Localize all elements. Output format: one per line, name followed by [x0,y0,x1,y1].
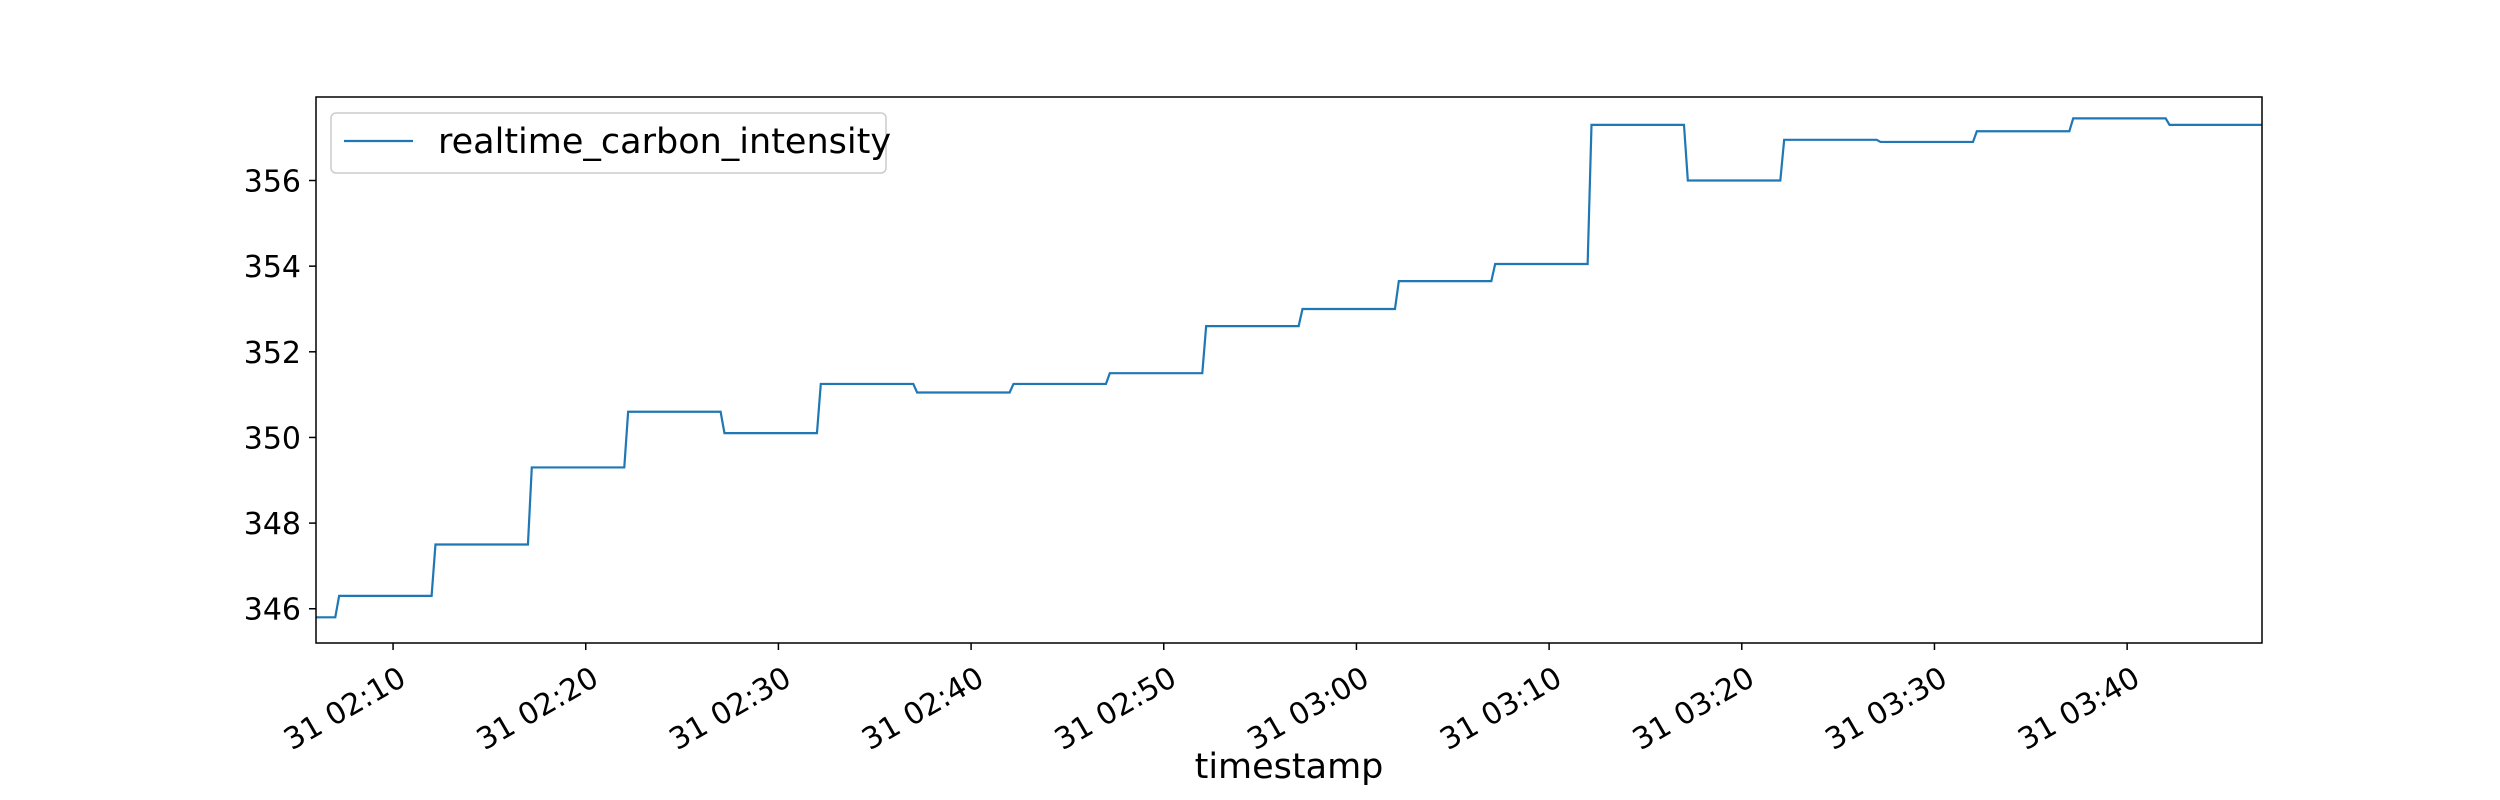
x-axis-ticks: 31 02:10 31 02:20 31 02:30 31 02:40 31 02:50… [278,643,2146,758]
x-tick-label: 31 03:30 [1820,660,1954,757]
series-line-realtime-carbon-intensity [316,117,2262,619]
x-tick-label: 31 02:40 [856,660,990,757]
x-tick-label: 31 03:20 [1627,660,1761,757]
y-tick-label: 352 [244,336,301,371]
y-tick-label: 354 [244,250,301,285]
y-axis-ticks: 346 348 350 352 354 356 [244,165,316,628]
y-tick-label: 348 [244,507,301,542]
plot-area-frame [315,96,2263,644]
x-tick-label: 31 02:50 [1049,660,1183,757]
x-axis-title: timestamp [1195,747,1384,787]
x-tick-label: 31 02:10 [278,660,412,757]
legend: realtime_carbon_intensity [330,112,891,174]
x-tick-label: 31 03:00 [1242,660,1376,757]
y-tick-label: 356 [244,165,301,200]
x-tick-label: 31 03:40 [2012,660,2146,757]
y-tick-label: 346 [244,593,301,628]
x-tick-label: 31 02:30 [664,660,798,757]
series-layer [316,117,2262,619]
legend-box [330,112,887,174]
legend-label: realtime_carbon_intensity [438,122,891,162]
x-tick-label: 31 02:20 [471,660,605,757]
x-tick-label: 31 03:10 [1434,660,1568,757]
y-tick-label: 350 [244,421,301,456]
